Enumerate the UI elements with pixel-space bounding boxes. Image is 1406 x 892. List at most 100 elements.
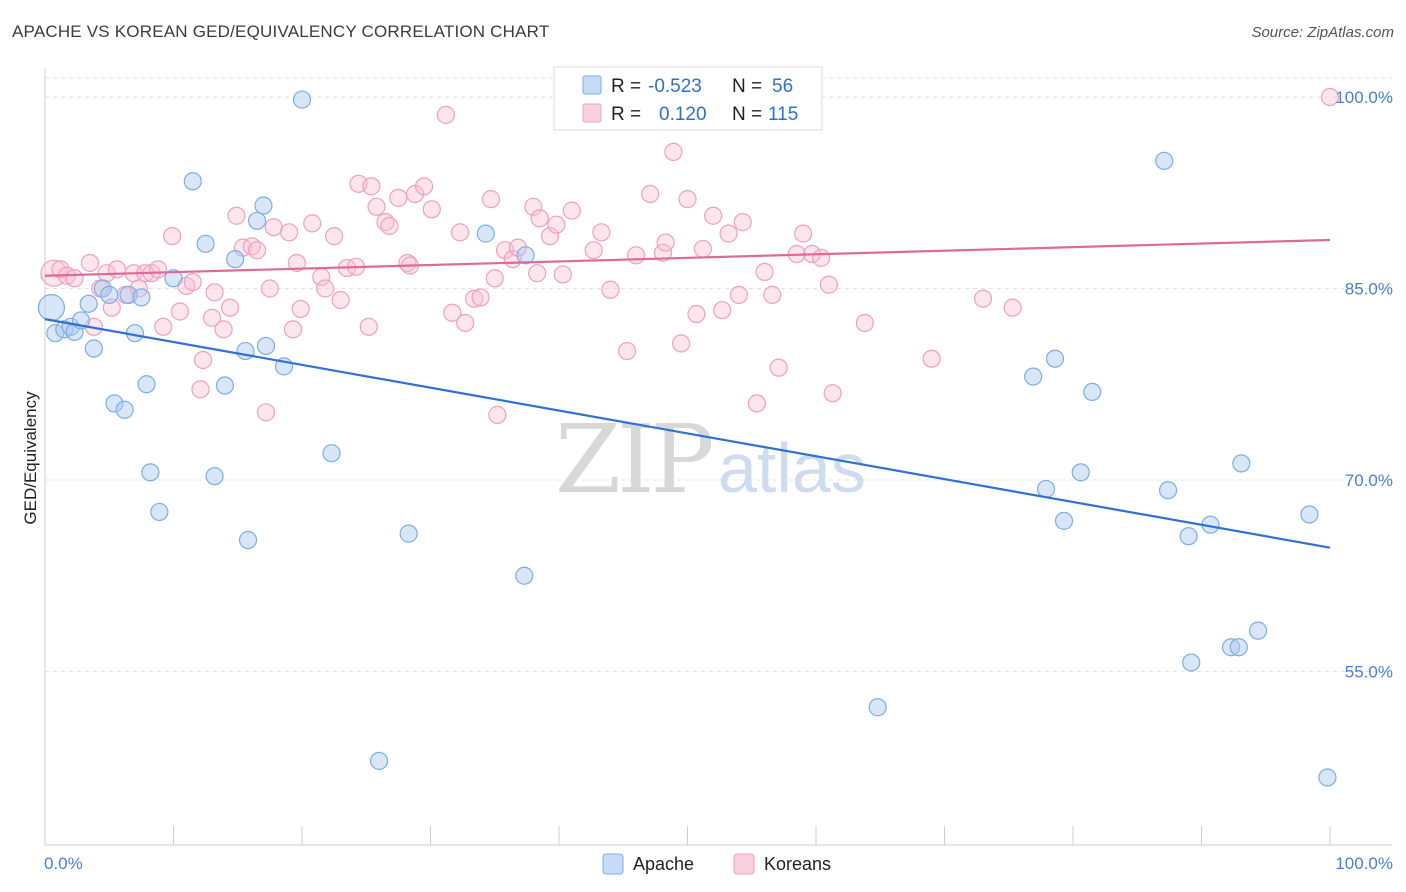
korean-point — [528, 264, 547, 283]
korean-point — [626, 246, 646, 265]
korean-point — [540, 227, 560, 246]
korean-point — [443, 303, 462, 322]
korean-point — [191, 380, 210, 399]
korean-point — [316, 279, 335, 298]
korean-point — [601, 280, 620, 299]
apache-point — [105, 394, 124, 413]
apache-point — [196, 234, 215, 253]
korean-point — [812, 248, 831, 267]
korean-point — [485, 269, 504, 288]
korean-point — [618, 341, 637, 361]
apache-point — [183, 172, 202, 191]
apache-point — [256, 336, 276, 356]
legend-apache-n-value: 56 — [772, 76, 793, 97]
bottom-legend-koreans-label: Koreans — [764, 854, 831, 874]
legend-koreans-n-label: N = — [732, 104, 762, 125]
apache-point — [226, 250, 245, 269]
bottom-legend-koreans-swatch — [733, 853, 755, 875]
korean-point — [170, 302, 190, 321]
korean-point — [202, 308, 222, 327]
korean-point — [704, 206, 723, 225]
korean-point — [325, 227, 344, 246]
y-tick-label: 100.0% — [1335, 88, 1393, 107]
x-tick-label-max: 100.0% — [1335, 854, 1393, 873]
korean-point — [359, 317, 378, 336]
korean-point — [664, 142, 683, 161]
apache-point — [370, 751, 389, 770]
korean-point — [465, 289, 484, 308]
apache-point — [1054, 511, 1074, 530]
apache-point — [1083, 382, 1102, 402]
apache-point — [1232, 454, 1251, 473]
bottom-legend-apache-swatch — [602, 853, 624, 875]
korean-point — [553, 265, 572, 284]
korean-point — [678, 190, 697, 209]
x-tick-label-min: 0.0% — [44, 854, 83, 873]
korean-point — [656, 233, 675, 252]
korean-point — [450, 223, 470, 242]
apache-point — [1158, 481, 1178, 500]
korean-point — [389, 188, 408, 207]
apache-point — [476, 224, 495, 243]
korean-point — [641, 184, 660, 204]
korean-point — [769, 358, 788, 377]
apache-point — [292, 90, 312, 109]
apache-point — [205, 467, 224, 486]
korean-point — [331, 290, 350, 310]
apache-point — [868, 698, 887, 717]
apache-point — [141, 463, 160, 482]
legend-apache-swatch — [582, 75, 602, 95]
korean-point — [107, 260, 127, 279]
korean-point — [414, 177, 434, 196]
korean-point — [481, 190, 500, 209]
korean-point — [303, 214, 322, 233]
korean-point — [733, 213, 752, 232]
korean-point — [562, 201, 581, 220]
korean-point — [488, 405, 507, 424]
korean-point — [471, 288, 490, 307]
apache-point — [100, 285, 119, 304]
y-tick-label: 55.0% — [1345, 663, 1393, 682]
korean-point — [794, 224, 813, 243]
korean-point — [256, 403, 276, 422]
bottom-legend-apache-label: Apache — [633, 854, 694, 874]
korean-point — [1003, 298, 1022, 317]
apache-point — [236, 341, 255, 361]
apache-point — [37, 294, 66, 322]
korean-point — [755, 262, 774, 282]
apache-point — [1318, 768, 1337, 787]
korean-point — [719, 224, 738, 243]
korean-point — [80, 253, 100, 273]
korean-point — [220, 298, 240, 317]
korean-point — [40, 259, 68, 287]
apache-point — [79, 294, 98, 313]
stats-legend: R = -0.523 N = 56 R = 0.120 N = 115 — [553, 66, 823, 131]
korean-point — [747, 394, 766, 413]
apache-point — [1024, 367, 1043, 386]
korean-trend-line — [44, 238, 1331, 277]
korean-point — [287, 253, 306, 273]
legend-koreans-n-value: 115 — [768, 104, 798, 125]
korean-point — [247, 241, 267, 260]
korean-point — [456, 313, 475, 333]
y-tick-label: 70.0% — [1345, 471, 1393, 490]
korean-point — [205, 283, 224, 302]
apache-point — [1036, 479, 1056, 499]
apache-point — [1300, 505, 1319, 524]
korean-point — [367, 197, 386, 216]
watermark-zip: ZIP — [555, 405, 712, 515]
apache-point — [399, 524, 418, 543]
korean-point — [584, 241, 603, 260]
korean-point — [280, 223, 299, 242]
apache-point — [137, 375, 156, 394]
korean-point — [291, 299, 310, 319]
korean-point — [855, 313, 874, 333]
korean-point — [422, 200, 441, 219]
apache-point — [247, 211, 267, 230]
korean-point — [729, 285, 749, 304]
korean-point — [362, 177, 381, 196]
apache-point — [1221, 638, 1241, 657]
korean-point — [922, 349, 941, 368]
korean-point — [154, 317, 173, 336]
korean-point — [530, 209, 549, 228]
